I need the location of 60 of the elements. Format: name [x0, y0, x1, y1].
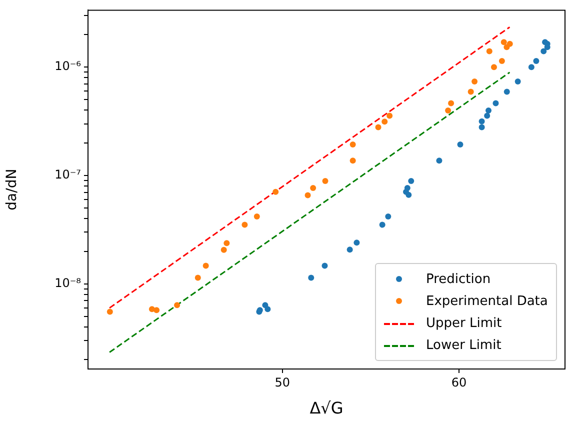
point — [478, 118, 485, 124]
point — [304, 192, 311, 198]
point — [498, 58, 505, 64]
point — [478, 124, 485, 130]
point — [408, 178, 414, 184]
point — [504, 88, 510, 95]
point — [386, 112, 393, 119]
point — [224, 240, 230, 246]
point — [540, 48, 547, 54]
point — [457, 142, 464, 148]
point — [350, 142, 356, 148]
point — [490, 64, 497, 70]
point — [445, 107, 452, 114]
point — [242, 222, 248, 228]
point — [354, 240, 360, 246]
point — [404, 184, 410, 191]
y-axis-title: da/dN — [4, 168, 20, 210]
point — [264, 306, 271, 312]
point — [472, 78, 478, 85]
y-tick-label: 10⁻⁶ — [54, 59, 82, 74]
point — [308, 274, 314, 281]
point — [202, 262, 209, 269]
point — [379, 222, 386, 228]
x-axis-title: Δ√G — [310, 398, 344, 418]
point — [272, 188, 279, 195]
point — [448, 100, 454, 106]
point — [385, 213, 392, 220]
legend-label: Lower Limit — [426, 338, 502, 352]
point — [350, 158, 356, 164]
point — [528, 64, 534, 70]
point — [154, 307, 160, 314]
point — [514, 78, 521, 85]
point — [506, 40, 513, 47]
point — [106, 308, 113, 315]
legend-label: Experimental Data — [426, 294, 548, 308]
legend-label: Upper Limit — [426, 316, 502, 330]
point — [254, 213, 260, 220]
x-tick-label: 60 — [451, 375, 467, 390]
legend-label: Prediction — [426, 272, 491, 286]
y-tick-label: 10⁻⁷ — [54, 168, 82, 182]
point — [500, 39, 507, 46]
point — [322, 178, 328, 184]
point — [533, 58, 540, 64]
point — [322, 262, 328, 269]
point — [220, 246, 227, 253]
point — [486, 48, 492, 54]
y-tick-label: 10⁻⁸ — [54, 276, 82, 290]
point — [406, 192, 412, 198]
point — [486, 107, 492, 114]
point — [174, 302, 180, 308]
point — [310, 184, 316, 191]
x-tick-label: 50 — [274, 375, 290, 390]
point — [194, 274, 201, 281]
point — [382, 118, 388, 125]
point — [492, 100, 499, 106]
point — [484, 112, 490, 119]
point — [468, 88, 474, 95]
point — [436, 158, 442, 164]
point — [375, 124, 382, 130]
point — [346, 246, 353, 253]
